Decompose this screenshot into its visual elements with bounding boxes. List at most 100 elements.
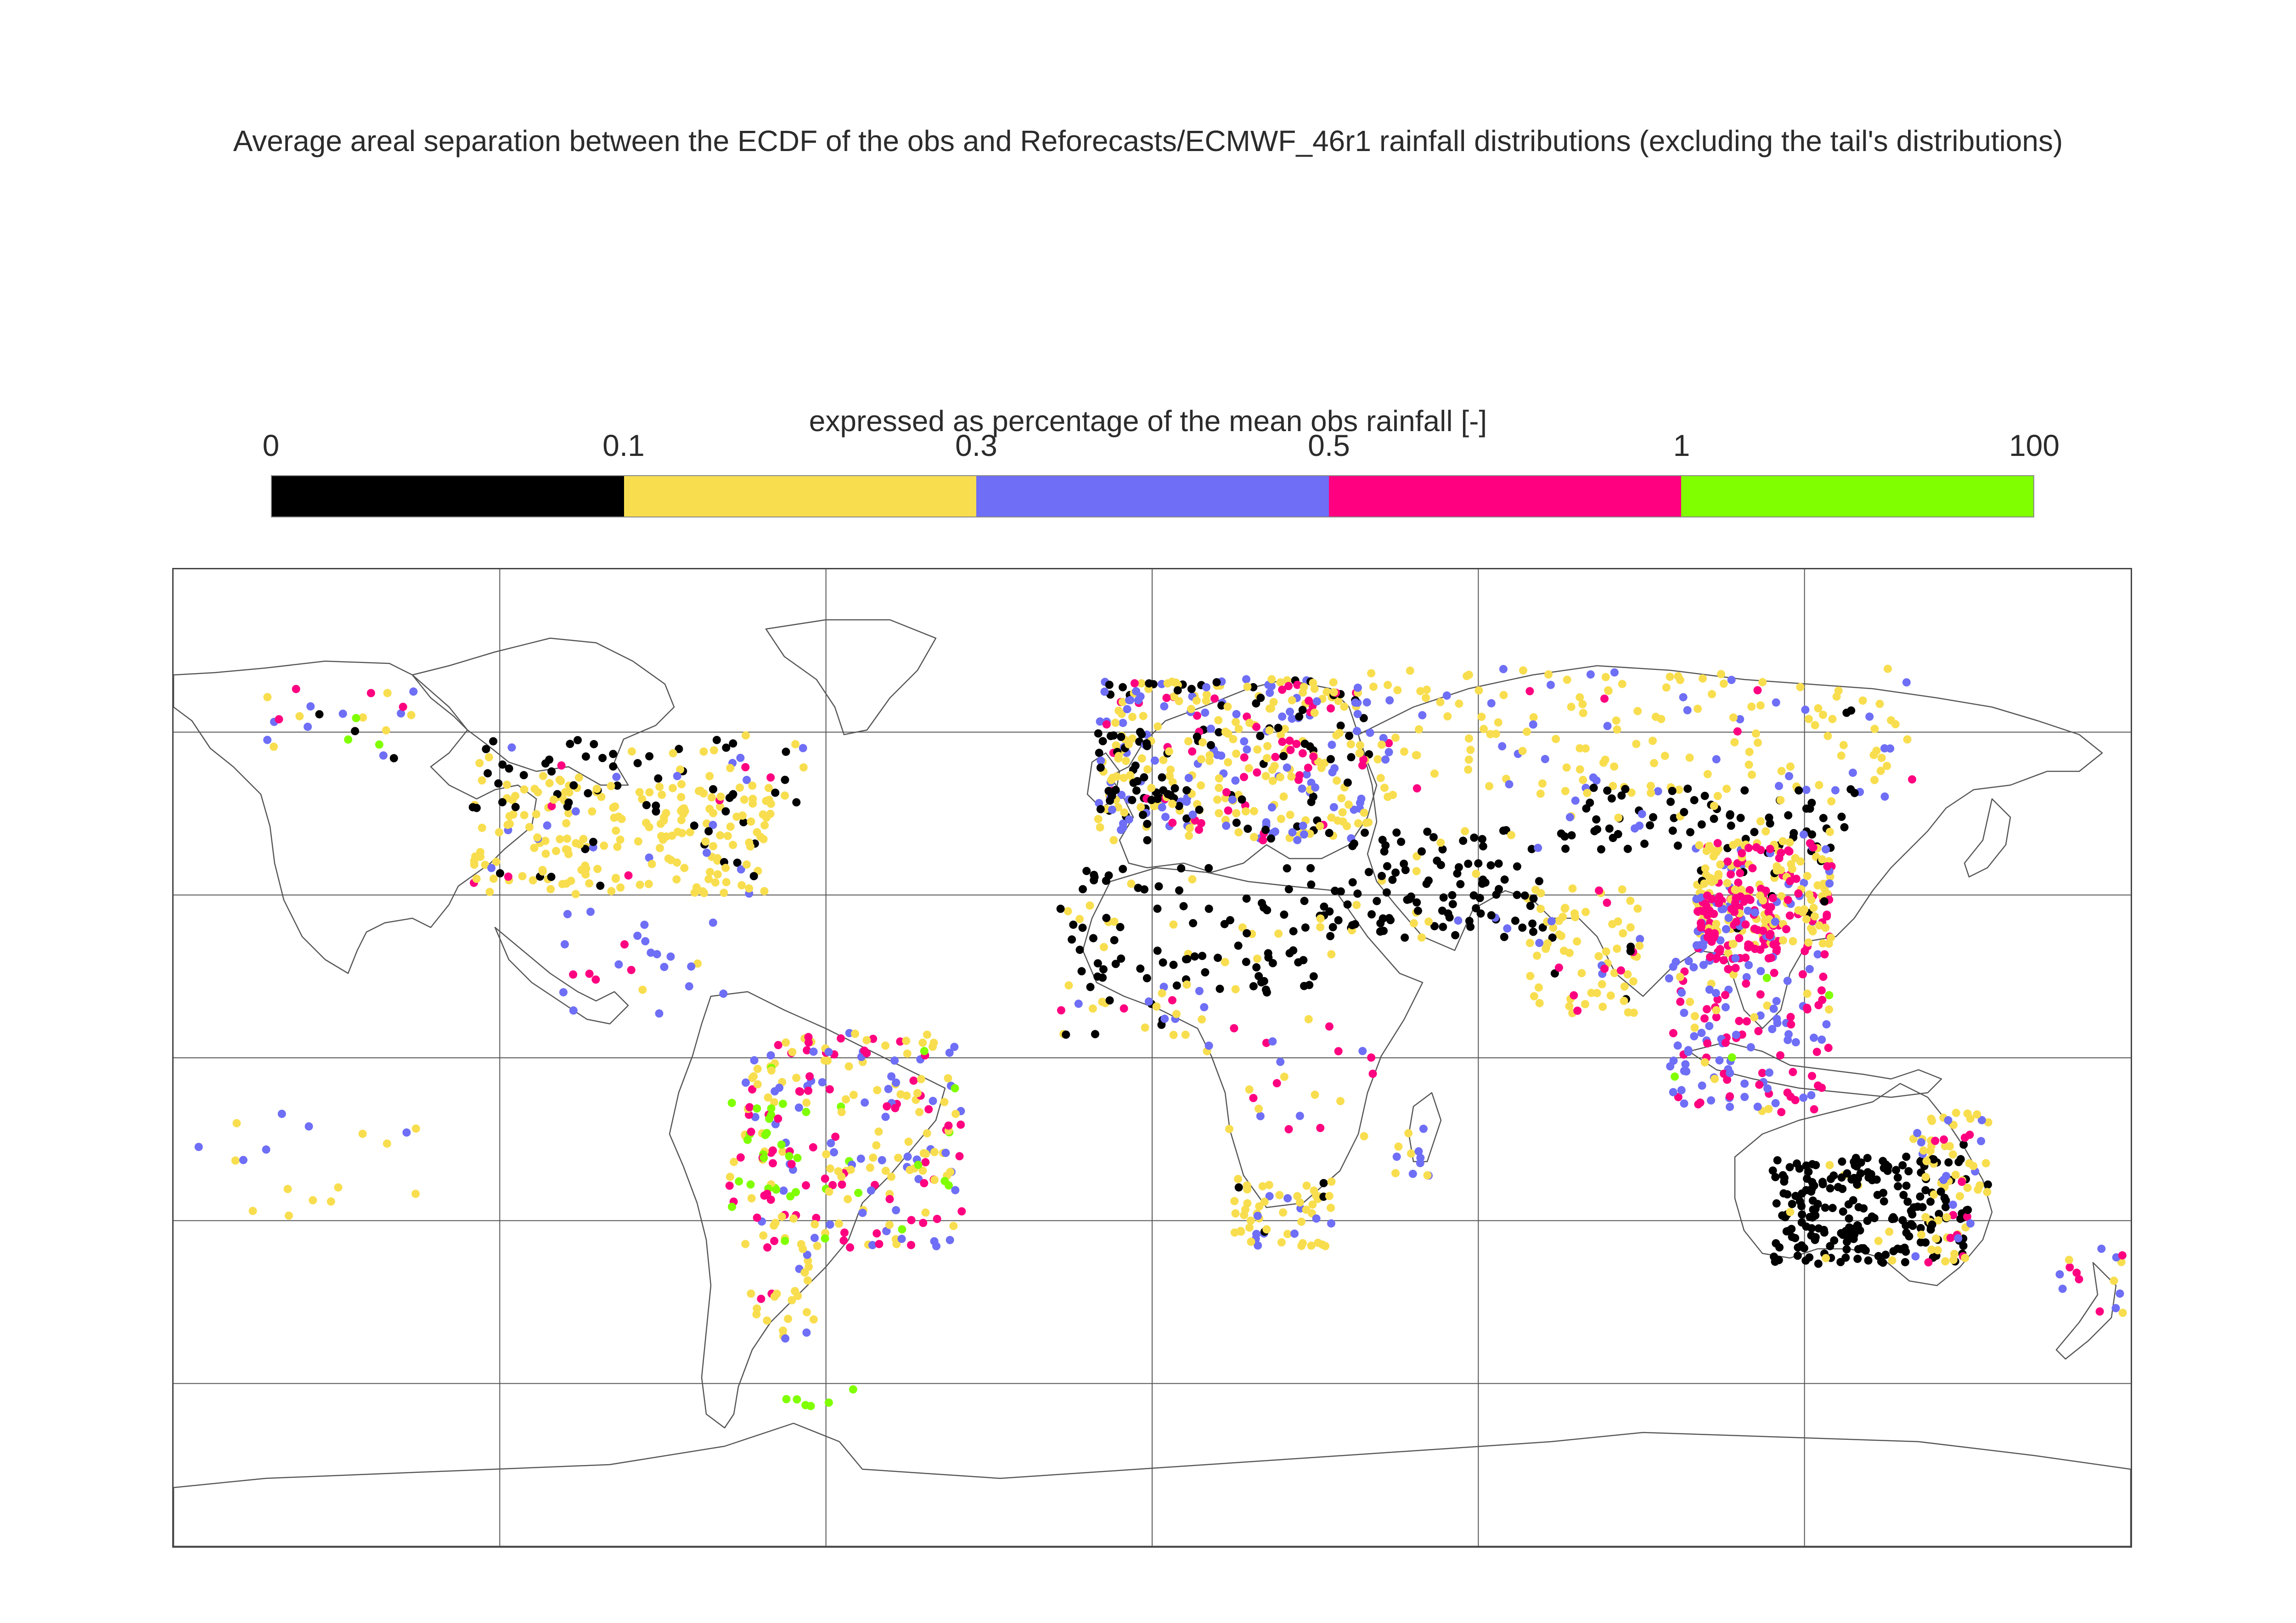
station-marker (1448, 891, 1457, 899)
station-marker (747, 1128, 755, 1136)
station-marker (743, 775, 751, 784)
station-marker (677, 780, 686, 789)
station-marker (565, 788, 574, 797)
station-marker (669, 784, 677, 792)
station-marker (1368, 1069, 1377, 1078)
station-marker (737, 881, 746, 890)
station-marker (1333, 776, 1341, 785)
station-marker (1618, 885, 1626, 894)
station-marker (1343, 778, 1352, 787)
station-marker (868, 1241, 877, 1249)
station-marker (1215, 784, 1223, 792)
station-marker (782, 747, 790, 756)
station-marker (1309, 752, 1318, 761)
station-marker (1472, 904, 1480, 913)
station-marker (1229, 735, 1238, 743)
station-marker (304, 1122, 313, 1131)
station-marker (1808, 1178, 1817, 1186)
station-marker (1188, 810, 1197, 819)
station-marker (1742, 979, 1750, 988)
station-marker (907, 1241, 916, 1249)
station-marker (1125, 740, 1133, 749)
station-marker (1573, 937, 1581, 946)
station-marker (1697, 1028, 1706, 1037)
station-marker (1183, 955, 1192, 963)
station-marker (532, 810, 540, 819)
station-marker (589, 837, 597, 846)
station-marker (1141, 1023, 1149, 1032)
station-marker (1140, 773, 1148, 782)
station-marker (1913, 1129, 1922, 1137)
station-marker (1606, 991, 1615, 1000)
station-marker (1735, 1016, 1744, 1025)
station-marker (1926, 1197, 1935, 1206)
station-marker (673, 858, 681, 867)
station-marker (1088, 1004, 1097, 1013)
station-marker (566, 740, 574, 748)
station-marker (766, 799, 775, 808)
station-marker (1187, 685, 1196, 693)
station-marker (609, 750, 618, 758)
station-marker (1593, 988, 1601, 997)
station-marker (1674, 1093, 1683, 1101)
colorbar-tick-1: 0.1 (602, 428, 645, 462)
station-marker (1414, 1147, 1423, 1156)
station-marker (1534, 843, 1542, 852)
station-marker (1500, 875, 1509, 884)
station-marker (1694, 1100, 1703, 1109)
station-marker (1258, 1182, 1267, 1191)
station-marker (676, 765, 685, 774)
station-marker (1699, 674, 1707, 683)
station-marker (1570, 991, 1578, 1000)
station-marker (1271, 753, 1280, 761)
station-marker (1234, 1183, 1243, 1192)
station-marker (914, 1161, 923, 1169)
station-marker (866, 1163, 874, 1172)
world-map[interactable] (172, 568, 2132, 1548)
station-marker (802, 1107, 810, 1116)
station-marker (1249, 982, 1258, 991)
station-marker (569, 781, 578, 790)
station-marker (1525, 938, 1534, 947)
station-marker (1804, 1168, 1813, 1176)
station-marker (591, 975, 600, 984)
station-marker (885, 1195, 894, 1203)
station-marker (1277, 814, 1285, 823)
station-marker (656, 844, 664, 853)
station-marker (1474, 859, 1483, 868)
station-marker (1822, 845, 1830, 854)
station-marker (1603, 786, 1612, 795)
station-marker (728, 791, 737, 799)
station-marker (533, 833, 542, 842)
station-marker (1669, 1088, 1677, 1096)
station-marker (1243, 682, 1252, 691)
station-marker (1840, 823, 1849, 831)
station-marker (1675, 786, 1683, 794)
station-marker (1232, 710, 1241, 719)
station-marker (1275, 1191, 1284, 1199)
station-marker (716, 803, 724, 811)
station-marker (1815, 781, 1823, 789)
station-marker (1801, 947, 1809, 955)
station-marker (1573, 1006, 1582, 1015)
station-marker (1105, 996, 1114, 1005)
station-marker (818, 1078, 827, 1087)
station-marker (1807, 895, 1816, 904)
station-marker (867, 1186, 875, 1195)
station-marker (1272, 1079, 1281, 1088)
station-marker (1263, 754, 1272, 763)
station-marker (1788, 865, 1796, 873)
colorbar-tick-4: 1 (1673, 428, 1690, 462)
station-marker (556, 835, 564, 843)
station-marker (1811, 721, 1819, 730)
station-marker (1179, 902, 1188, 910)
station-marker (397, 709, 405, 718)
station-marker (957, 1207, 966, 1216)
station-marker (1613, 944, 1621, 953)
station-marker (1456, 880, 1465, 888)
station-marker (1963, 1184, 1972, 1192)
station-marker (1662, 683, 1671, 692)
station-marker (1777, 767, 1786, 775)
station-marker (1280, 910, 1289, 919)
station-marker (547, 802, 556, 810)
